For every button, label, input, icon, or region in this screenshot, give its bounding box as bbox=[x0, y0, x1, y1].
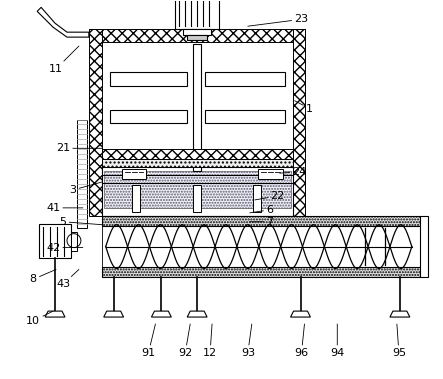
Text: 1: 1 bbox=[295, 101, 313, 114]
Bar bbox=[205, 72, 284, 86]
Text: 43: 43 bbox=[56, 269, 79, 289]
Bar bbox=[183, 29, 211, 35]
Bar bbox=[110, 110, 187, 124]
Bar bbox=[89, 29, 306, 42]
Text: 8: 8 bbox=[30, 269, 56, 284]
Text: 11: 11 bbox=[49, 46, 79, 74]
Bar bbox=[102, 159, 292, 167]
Text: 7: 7 bbox=[250, 217, 273, 227]
Bar bbox=[102, 268, 420, 277]
Text: 95: 95 bbox=[392, 324, 406, 358]
Text: 41: 41 bbox=[46, 203, 83, 213]
Bar bbox=[102, 216, 420, 226]
Bar bbox=[108, 226, 420, 268]
Text: 5: 5 bbox=[59, 217, 103, 227]
Text: 10: 10 bbox=[26, 311, 53, 326]
Polygon shape bbox=[291, 311, 311, 317]
Bar bbox=[102, 167, 292, 216]
Bar bbox=[205, 110, 284, 124]
Bar bbox=[258, 169, 283, 179]
Text: 23: 23 bbox=[248, 14, 309, 26]
Polygon shape bbox=[37, 7, 89, 37]
Bar bbox=[102, 42, 292, 216]
Text: 94: 94 bbox=[330, 324, 344, 358]
Bar bbox=[253, 185, 261, 212]
Bar bbox=[71, 232, 77, 251]
Bar bbox=[132, 185, 140, 212]
Bar bbox=[122, 169, 147, 179]
Polygon shape bbox=[104, 311, 124, 317]
Bar bbox=[292, 29, 306, 216]
Bar bbox=[102, 226, 108, 268]
Bar bbox=[187, 35, 207, 40]
Text: 96: 96 bbox=[295, 324, 309, 358]
Text: 22: 22 bbox=[255, 191, 285, 201]
Polygon shape bbox=[152, 311, 171, 317]
Polygon shape bbox=[390, 311, 410, 317]
Text: 91: 91 bbox=[141, 324, 155, 358]
Bar bbox=[77, 119, 87, 228]
Text: 3: 3 bbox=[70, 182, 102, 195]
Bar bbox=[89, 29, 102, 216]
Bar bbox=[193, 44, 201, 171]
Text: 92: 92 bbox=[178, 324, 192, 358]
Text: 42: 42 bbox=[46, 243, 83, 252]
Text: 12: 12 bbox=[203, 324, 217, 358]
Polygon shape bbox=[45, 311, 65, 317]
Text: 6: 6 bbox=[250, 205, 273, 215]
Bar bbox=[104, 171, 291, 208]
Bar bbox=[39, 224, 71, 258]
Polygon shape bbox=[187, 311, 207, 317]
Text: 93: 93 bbox=[241, 324, 255, 358]
Text: 21: 21 bbox=[56, 143, 103, 153]
Text: 24: 24 bbox=[280, 167, 307, 177]
Bar bbox=[110, 72, 187, 86]
Bar bbox=[102, 149, 292, 159]
Bar bbox=[175, 0, 219, 29]
Bar bbox=[420, 216, 427, 277]
Bar bbox=[193, 185, 201, 212]
